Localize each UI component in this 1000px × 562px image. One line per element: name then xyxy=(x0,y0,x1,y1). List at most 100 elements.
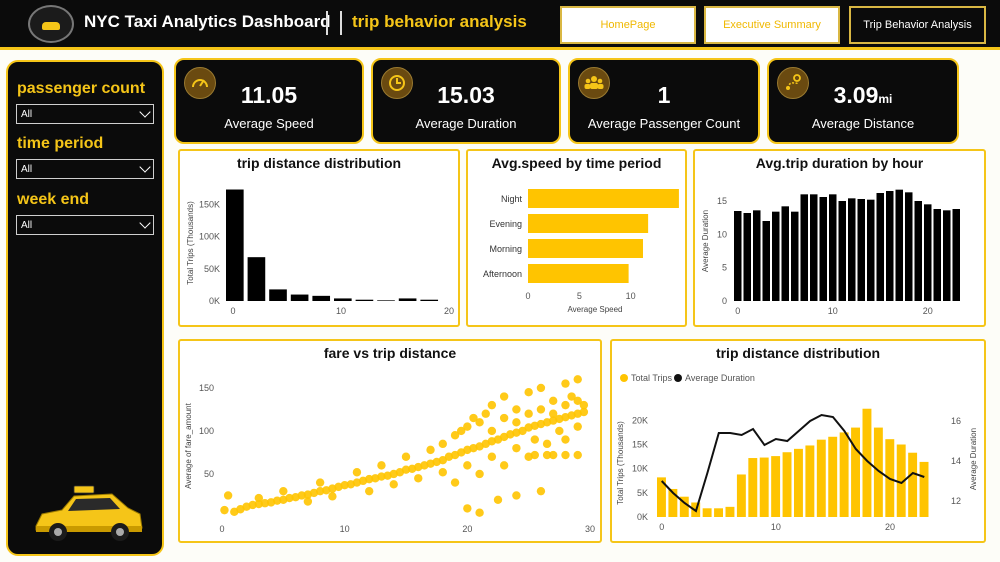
scatter-point xyxy=(463,422,472,431)
bar xyxy=(702,508,712,517)
x-tick-label: 5 xyxy=(577,291,582,301)
y-tick-label: 15K xyxy=(632,440,648,450)
scatter-point xyxy=(493,495,503,504)
bar xyxy=(714,508,723,517)
scatter-point xyxy=(340,480,349,490)
scatter-point xyxy=(579,400,589,410)
scatter-point xyxy=(401,452,411,461)
kpi-value: 15.03 xyxy=(437,82,495,108)
scatter-point xyxy=(549,450,558,460)
scatter-chart: 50 100 150 0 10 20 30 Average of fare_amount xyxy=(184,375,595,534)
x-tick-label: 0 xyxy=(659,522,664,532)
x-tick-label: 20 xyxy=(462,524,472,534)
y-tick-label: 10K xyxy=(632,464,648,474)
y-tick-label: 10 xyxy=(717,229,727,239)
chart-trip-distance-distribution: trip distance distribution 0K 50K 100K 150K… xyxy=(178,149,460,327)
bar xyxy=(905,192,913,301)
x-tick-label: 30 xyxy=(585,524,595,534)
scatter-point xyxy=(561,450,570,460)
bar xyxy=(748,458,758,517)
x-tick-label: 20 xyxy=(885,522,895,532)
kpi-label: Average Passenger Count xyxy=(587,116,741,131)
bar xyxy=(759,457,769,517)
scatter-point xyxy=(254,499,263,509)
category-label: Afternoon xyxy=(483,269,522,279)
bar xyxy=(924,204,932,301)
scatter-point xyxy=(315,478,325,487)
bar xyxy=(873,427,883,517)
filter-label-week-end: week end xyxy=(17,191,90,208)
divider xyxy=(340,11,342,35)
taxi-logo-icon xyxy=(28,5,74,43)
scatter-point xyxy=(487,400,497,410)
x-tick-label: 0 xyxy=(735,306,740,316)
bar xyxy=(908,452,918,517)
y2-tick-label: 12 xyxy=(951,496,961,506)
scatter-point xyxy=(389,480,398,489)
bar xyxy=(743,213,751,301)
header: NYC Taxi Analytics Dashboard trip behavi… xyxy=(0,0,1000,50)
chart-fare-vs-trip-distance: fare vs trip distance 50 100 150 0 10 20 30 Ave… xyxy=(178,339,602,543)
week-end-select[interactable]: All xyxy=(16,215,154,235)
bar xyxy=(805,445,815,517)
scatter-point xyxy=(481,409,490,418)
y-tick-label: 5 xyxy=(722,263,727,273)
bar xyxy=(829,194,837,301)
scatter-point xyxy=(463,504,472,513)
nav-trip-behavior-button[interactable]: Trip Behavior Analysis xyxy=(849,6,986,44)
passenger-count-select[interactable]: All xyxy=(16,104,154,124)
scatter-point xyxy=(561,435,570,444)
scatter-point xyxy=(260,499,270,508)
scatter-point xyxy=(273,496,282,505)
y-tick-label: 0K xyxy=(637,512,648,522)
bar xyxy=(848,198,856,301)
bar xyxy=(679,496,689,517)
scatter-point xyxy=(487,426,497,436)
y-axis-label: Average of fare_amount xyxy=(184,402,193,488)
bar xyxy=(867,199,875,301)
scatter-point xyxy=(512,443,521,453)
select-value: All xyxy=(21,220,33,231)
bar xyxy=(782,452,792,517)
chart-title: trip distance distribution xyxy=(236,155,402,171)
x-tick-label: 0 xyxy=(230,306,235,316)
bar-chart: 0K 50K 100K 150K 0 10 20 Total Trips (Thousands… xyxy=(186,189,454,316)
bar xyxy=(269,289,287,301)
scatter-point xyxy=(426,445,435,455)
scatter-point xyxy=(524,388,533,397)
y-tick-label: 50 xyxy=(204,469,214,479)
time-period-select[interactable]: All xyxy=(16,159,154,179)
bar xyxy=(226,189,244,301)
kpi-label: Average Speed xyxy=(224,116,314,131)
scatter-point xyxy=(567,392,576,401)
nav-homepage-button[interactable]: HomePage xyxy=(560,6,696,44)
y2-axis-label: Average Duration xyxy=(969,428,978,490)
taxi-car-icon xyxy=(35,485,143,541)
scatter-point xyxy=(579,407,589,417)
nav-executive-summary-button[interactable]: Executive Summary xyxy=(704,6,840,44)
chart-title: Avg.trip duration by hour xyxy=(755,155,924,171)
scatter-point xyxy=(512,418,521,427)
kpi-card-average-passenger-count: 1 Average Passenger Count xyxy=(568,58,760,144)
y-tick-label: 150 xyxy=(199,383,214,393)
page-subtitle: trip behavior analysis xyxy=(352,12,527,31)
bar xyxy=(290,294,309,301)
scatter-point xyxy=(573,422,582,431)
bar xyxy=(857,199,865,301)
y2-tick-label: 14 xyxy=(951,456,961,466)
y2-tick-label: 16 xyxy=(951,416,961,426)
scatter-point xyxy=(475,418,484,427)
scatter-point xyxy=(512,491,521,500)
x-tick-label: 0 xyxy=(219,524,224,534)
y-tick-label: 100K xyxy=(199,232,220,242)
x-tick-label: 10 xyxy=(340,524,350,534)
scatter-point xyxy=(365,486,374,496)
bar xyxy=(895,189,903,301)
bar xyxy=(816,439,826,517)
bar xyxy=(810,194,818,301)
bar xyxy=(736,474,746,517)
bar xyxy=(420,299,439,301)
scatter-point xyxy=(377,472,386,481)
bar xyxy=(528,214,649,233)
bar xyxy=(828,436,838,517)
